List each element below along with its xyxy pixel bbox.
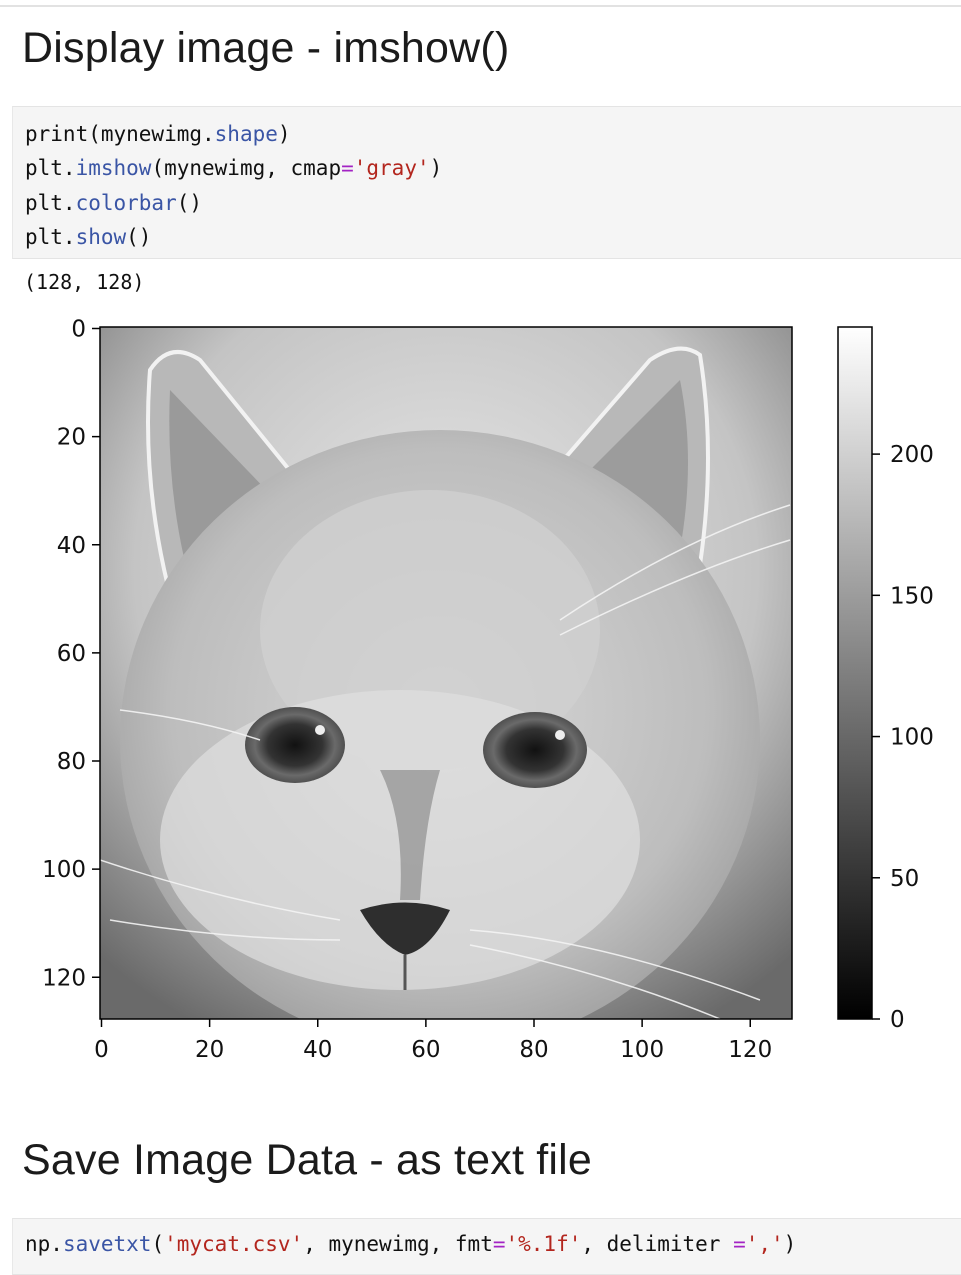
code-token: print(mynewimg. bbox=[25, 122, 215, 146]
code-line: plt.imshow(mynewimg, cmap='gray') bbox=[25, 151, 961, 185]
colorbar-tick-label: 150 bbox=[890, 583, 934, 609]
section-title-display-image: Display image - imshow() bbox=[22, 24, 510, 72]
colorbar-axis: 0 50 100 150 200 bbox=[872, 442, 934, 1033]
code-token: = bbox=[341, 156, 354, 181]
y-axis: 0 20 40 60 80 100 120 bbox=[42, 317, 100, 991]
x-tick-label: 80 bbox=[519, 1037, 548, 1063]
x-axis: 0 20 40 60 80 100 120 bbox=[94, 1019, 772, 1063]
top-divider bbox=[0, 0, 961, 7]
code-token: plt. bbox=[25, 190, 76, 215]
code-token: ( bbox=[151, 1232, 165, 1256]
code-token: 'mycat.csv' bbox=[164, 1232, 304, 1256]
code-token: imshow bbox=[75, 156, 152, 181]
x-tick-label: 20 bbox=[195, 1037, 224, 1063]
y-tick-label: 40 bbox=[57, 533, 86, 559]
code-token: show bbox=[75, 224, 127, 249]
y-tick-label: 120 bbox=[42, 965, 86, 991]
code-token: savetxt bbox=[62, 1232, 152, 1256]
code-token: (mynewimg, cmap bbox=[151, 156, 342, 181]
code-line: np.savetxt('mycat.csv', mynewimg, fmt='%… bbox=[25, 1227, 961, 1261]
image-axes-frame bbox=[99, 326, 793, 1020]
cell-output-shape: (128, 128) bbox=[24, 270, 145, 294]
code-token: ',' bbox=[745, 1232, 784, 1256]
x-tick-label: 0 bbox=[94, 1037, 109, 1063]
colorbar bbox=[837, 326, 873, 1020]
code-token: = bbox=[733, 1232, 746, 1256]
x-tick-label: 100 bbox=[620, 1037, 664, 1063]
code-token: 'gray' bbox=[353, 156, 430, 181]
section-title-save-image-data: Save Image Data - as text file bbox=[22, 1136, 593, 1184]
colorbar-tick-label: 50 bbox=[890, 866, 919, 892]
code-token: () bbox=[176, 190, 203, 215]
code-token: colorbar bbox=[75, 190, 177, 215]
cat-image bbox=[100, 327, 792, 1019]
code-cell-imshow[interactable]: print(mynewimg.shape) plt.imshow(mynewimg… bbox=[12, 106, 961, 259]
code-cell-savetxt[interactable]: np.savetxt('mycat.csv', mynewimg, fmt='%… bbox=[12, 1218, 961, 1275]
colorbar-tick-label: 0 bbox=[890, 1007, 905, 1033]
code-token: plt. bbox=[25, 156, 76, 181]
code-token: ) bbox=[277, 122, 291, 146]
code-line: plt.show() bbox=[25, 220, 961, 254]
code-token: '%.1f' bbox=[505, 1232, 582, 1256]
code-token: ) bbox=[783, 1232, 797, 1256]
code-token: plt. bbox=[25, 224, 76, 249]
code-token: , delimiter bbox=[581, 1232, 734, 1256]
x-tick-label: 40 bbox=[303, 1037, 332, 1063]
code-token: , mynewimg, fmt bbox=[303, 1232, 493, 1256]
code-token: () bbox=[126, 224, 152, 249]
colorbar-tick-label: 100 bbox=[890, 725, 934, 751]
y-tick-label: 80 bbox=[57, 749, 86, 775]
x-tick-label: 120 bbox=[728, 1037, 772, 1063]
x-tick-label: 60 bbox=[411, 1037, 440, 1063]
code-token: = bbox=[492, 1232, 506, 1256]
y-tick-label: 100 bbox=[42, 857, 86, 883]
code-line: print(mynewimg.shape) bbox=[25, 117, 961, 151]
colorbar-tick-label: 200 bbox=[890, 442, 934, 468]
code-line: plt.colorbar() bbox=[25, 186, 961, 220]
code-token: ) bbox=[429, 156, 443, 181]
y-tick-label: 60 bbox=[57, 641, 86, 667]
y-tick-label: 0 bbox=[71, 317, 86, 343]
imshow-figure: 0 20 40 60 80 100 120 0 20 40 60 80 100 120 0 50 100 15… bbox=[42, 317, 934, 1064]
y-tick-label: 20 bbox=[57, 425, 86, 451]
code-token: shape bbox=[214, 122, 278, 146]
code-token: np. bbox=[25, 1232, 63, 1256]
